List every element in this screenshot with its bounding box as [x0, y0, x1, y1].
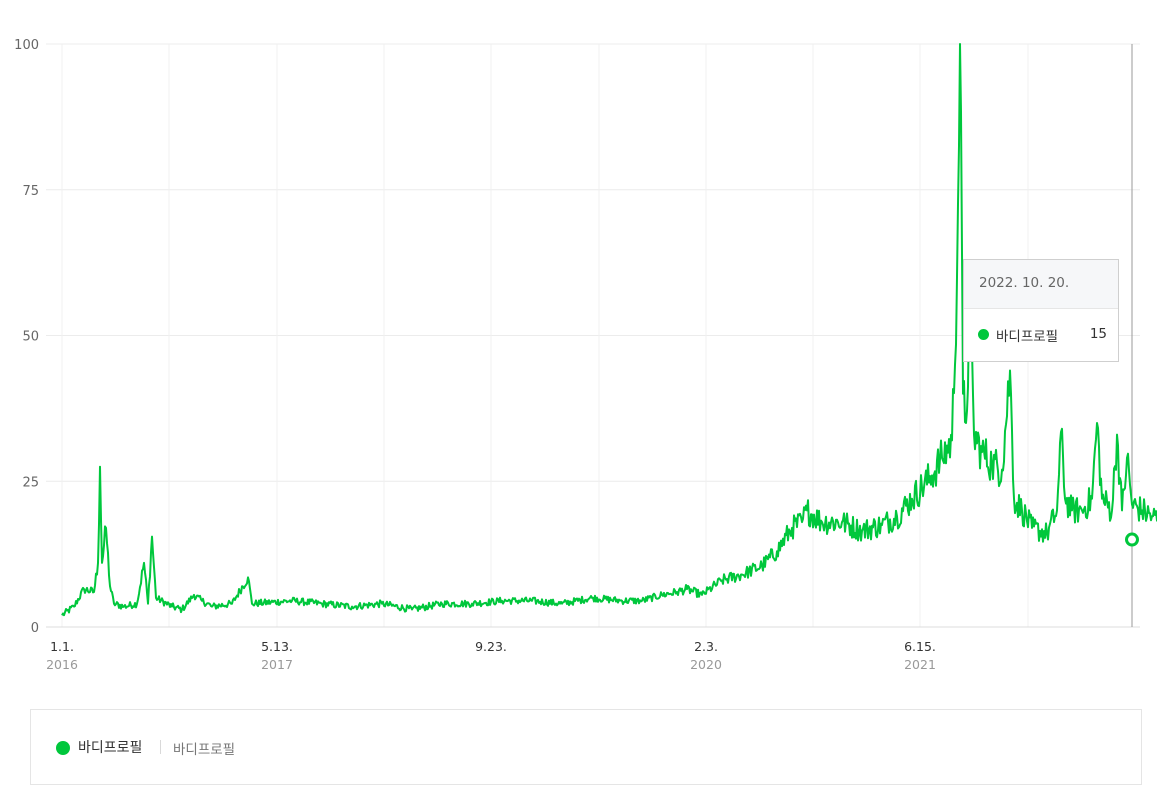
tooltip-date: 2022. 10. 20. — [964, 260, 1118, 309]
legend-dot-icon — [56, 741, 70, 755]
x-tick-label: 5.13. — [261, 639, 293, 654]
x-tick-label: 9.23. — [475, 639, 507, 654]
tooltip-value: 15 — [1089, 326, 1107, 342]
x-tick-label: 2.3. — [694, 639, 718, 654]
x-tick-year: 2017 — [261, 657, 293, 672]
tooltip-body: 바디프로필 15 — [964, 309, 1118, 361]
tooltip-series-name: 바디프로필 — [996, 329, 1059, 345]
axes: 0 25 50 75 100 1.1. 2016 5.13. 2017 9.23. 2.3. 2020… — [14, 38, 1140, 672]
legend: 바디프로필 바디프로필 — [30, 709, 1142, 785]
series-layer — [61, 43, 1157, 617]
series-line-바디프로필 — [61, 43, 1157, 617]
y-tick-label: 100 — [14, 38, 39, 53]
x-tick-year: 2021 — [904, 657, 936, 672]
legend-separator — [160, 740, 161, 754]
hover-point[interactable] — [1125, 532, 1139, 547]
tooltip: 2022. 10. 20. 바디프로필 15 — [963, 259, 1119, 362]
y-tick-label: 25 — [22, 475, 39, 490]
y-tick-label: 50 — [22, 330, 39, 345]
y-tick-label: 75 — [22, 184, 39, 199]
x-tick-label: 1.1. — [50, 639, 74, 654]
tooltip-series-dot-icon — [978, 329, 989, 340]
x-tick-year: 2016 — [46, 657, 78, 672]
legend-item-name[interactable]: 바디프로필 — [78, 740, 143, 756]
legend-item-subtitle: 바디프로필 — [173, 742, 236, 758]
x-tick-label: 6.15. — [904, 639, 936, 654]
x-tick-year: 2020 — [690, 657, 722, 672]
y-tick-label: 0 — [31, 621, 39, 636]
